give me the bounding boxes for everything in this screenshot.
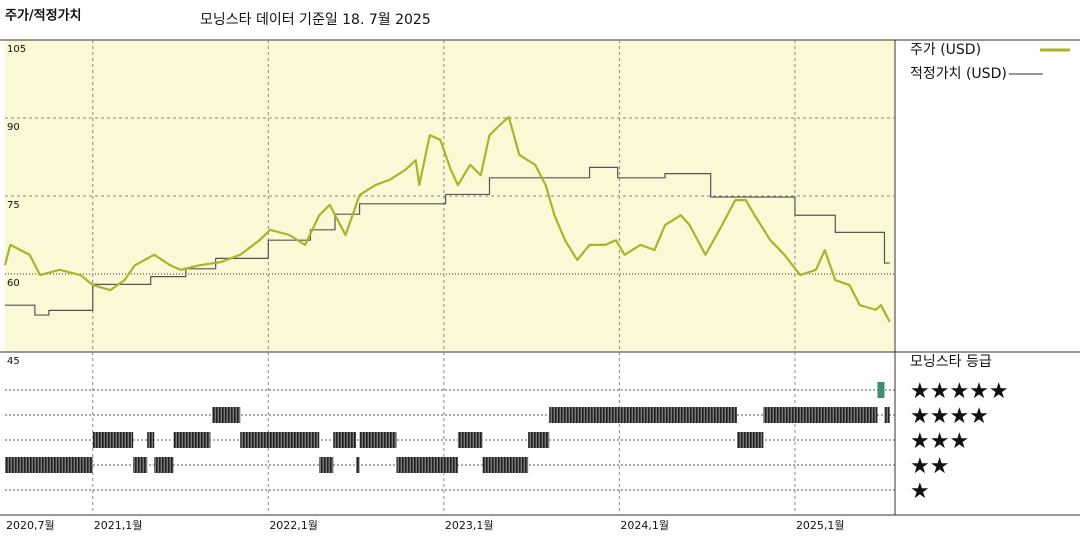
rating-bar: [356, 457, 360, 473]
rating-bar: [763, 407, 878, 423]
x-tick-label: 2023,1월: [445, 519, 494, 532]
rating-bar: [212, 407, 241, 423]
rating-bar: [133, 457, 148, 473]
y-tick-label: 90: [7, 122, 20, 133]
chart-title: 주가/적정가치: [5, 8, 82, 24]
rating-label: ★★: [910, 454, 949, 479]
rating-bar: [482, 457, 529, 473]
y-tick-label: 60: [7, 278, 20, 289]
x-tick-label: 2021,1월: [94, 519, 143, 532]
rating-bar: [396, 457, 458, 473]
rating-bar: [240, 432, 320, 448]
rating-bar: [154, 457, 174, 473]
rating-label: ★: [910, 479, 930, 504]
series-line: [5, 166, 890, 316]
y-tick-label: 75: [7, 200, 20, 211]
rating-label: ★★★★★: [910, 379, 1009, 404]
rating-bar: [549, 407, 738, 423]
rating-bar: [5, 457, 93, 473]
series-line: [3, 115, 891, 323]
rating-bar: [319, 457, 334, 473]
rating-title: 모닝스타 등급: [910, 354, 992, 370]
rating-bar: [173, 432, 211, 448]
rating-bar: [359, 432, 397, 448]
rating-bar: [457, 432, 483, 448]
rating-label: ★★★: [910, 429, 969, 454]
rating-bar: [877, 382, 885, 398]
rating-bar: [333, 432, 357, 448]
legend-label: 적정가치 (USD): [910, 66, 1007, 82]
rating-bar: [92, 432, 134, 448]
legend-label: 주가 (USD): [910, 42, 981, 58]
x-tick-label: 2020,7월: [6, 519, 55, 532]
rating-label: ★★★★: [910, 404, 989, 429]
rating-bar: [737, 432, 764, 448]
chart-subtitle: 모닝스타 데이터 기준일 18. 7월 2025: [200, 12, 431, 28]
y-tick-label: 45: [7, 356, 20, 367]
rating-bar: [528, 432, 550, 448]
x-tick-label: 2024,1월: [620, 519, 669, 532]
x-tick-label: 2025,1월: [796, 519, 845, 532]
rating-bar: [884, 407, 890, 423]
x-tick-label: 2022,1월: [269, 519, 318, 532]
rating-bar: [147, 432, 155, 448]
y-tick-label: 105: [7, 44, 26, 55]
